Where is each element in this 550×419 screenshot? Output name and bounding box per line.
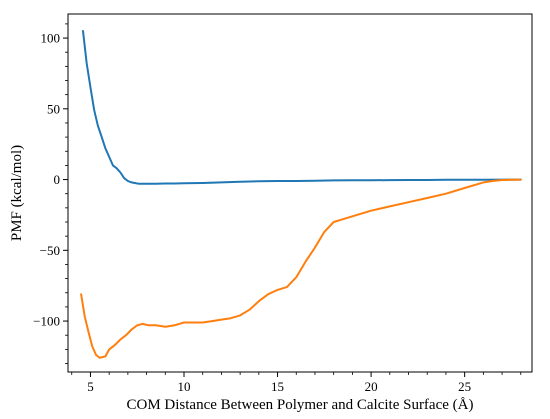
series-line-1 bbox=[82, 30, 522, 185]
series-layer bbox=[80, 30, 522, 359]
x-axis-label: COM Distance Between Polymer and Calcite… bbox=[127, 397, 474, 413]
x-tick-label: 10 bbox=[178, 379, 191, 394]
major-ticks: 5 10 15 20 25 −100 −50 0 50 100 bbox=[33, 31, 471, 394]
x-tick-label: 20 bbox=[365, 379, 378, 394]
minor-ticks bbox=[65, 23, 522, 375]
x-tick-label: 25 bbox=[458, 379, 471, 394]
plot-frame bbox=[67, 13, 533, 373]
y-axis-label: PMF (kcal/mol) bbox=[9, 145, 25, 241]
series-line-2 bbox=[80, 178, 522, 359]
x-tick-label: 15 bbox=[271, 379, 284, 394]
y-tick-label: −100 bbox=[33, 314, 60, 329]
y-tick-label: 50 bbox=[47, 101, 60, 116]
y-tick-label: −50 bbox=[40, 243, 60, 258]
x-tick-label: 5 bbox=[87, 379, 94, 394]
y-tick-label: 0 bbox=[54, 172, 61, 187]
y-tick-label: 100 bbox=[41, 31, 61, 46]
